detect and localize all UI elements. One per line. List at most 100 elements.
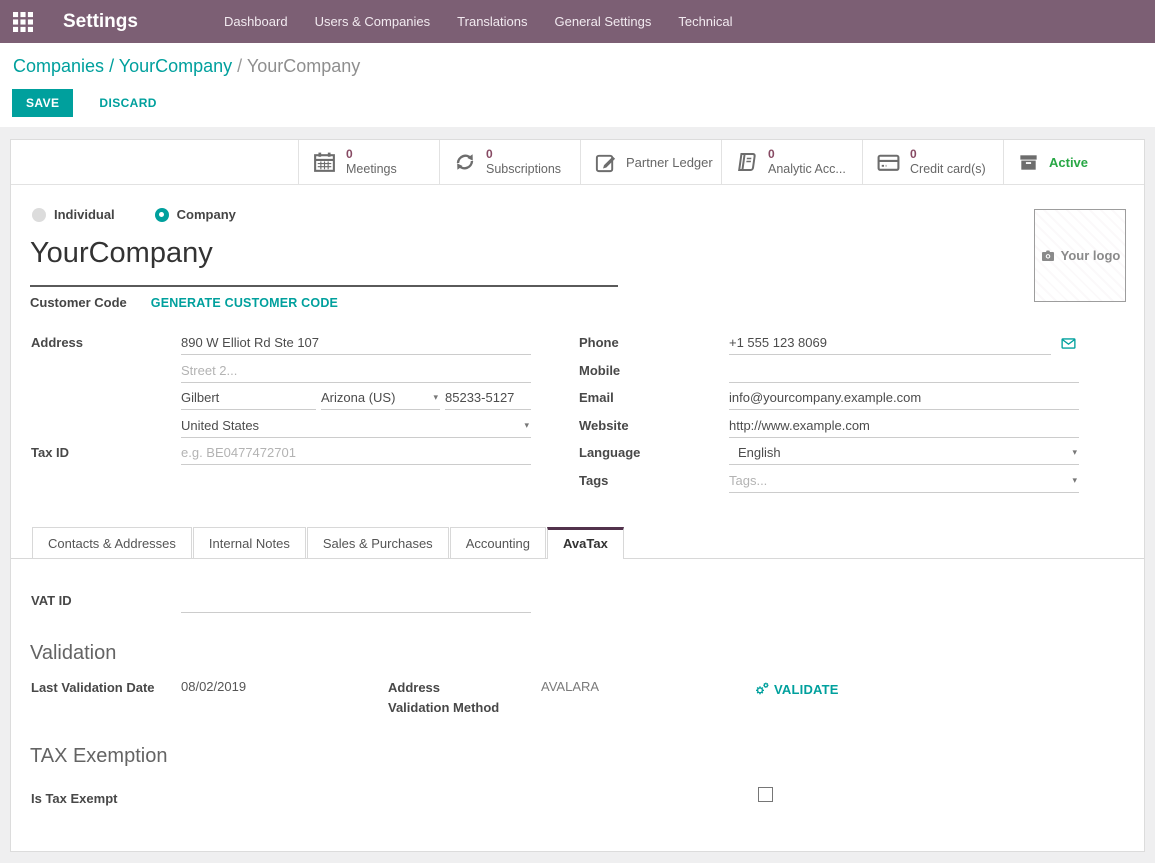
is-tax-exempt-checkbox[interactable] <box>758 787 773 802</box>
country-select[interactable]: United States ▾ <box>181 414 531 438</box>
credit-cards-label: Credit card(s) <box>910 161 986 176</box>
subscriptions-label: Subscriptions <box>486 161 562 176</box>
meetings-count: 0 <box>346 147 353 162</box>
chevron-down-icon: ▾ <box>433 392 438 402</box>
company-type-selector: Individual Company <box>32 207 236 222</box>
address-validation-method-label: Address Validation Method <box>388 680 500 715</box>
tab-avatax[interactable]: AvaTax <box>547 527 624 559</box>
edit-icon <box>595 154 616 172</box>
language-select[interactable]: English ▾ <box>729 441 1079 465</box>
apps-grid-icon[interactable] <box>13 11 35 33</box>
menu-users-companies[interactable]: Users & Companies <box>314 14 431 29</box>
tab-accounting[interactable]: Accounting <box>449 527 547 558</box>
last-validation-date-label: Last Validation Date <box>31 680 155 695</box>
address-column: Address Arizona (US) ▾ <box>31 331 546 469</box>
breadcrumb-companies[interactable]: Companies <box>13 56 105 76</box>
validate-button-label: VALIDATE <box>774 681 839 697</box>
meetings-label: Meetings <box>346 161 397 176</box>
breadcrumb-separator: / <box>237 56 247 76</box>
street2-input[interactable] <box>181 362 531 378</box>
breadcrumb-current: YourCompany <box>246 56 361 76</box>
app-title[interactable]: Settings <box>63 10 138 32</box>
partner-ledger-button[interactable]: Partner Ledger <box>580 140 721 184</box>
radio-unchecked-icon <box>32 207 46 222</box>
menu-translations[interactable]: Translations <box>457 14 528 29</box>
menu-technical[interactable]: Technical <box>678 14 733 29</box>
top-menu: Dashboard Users & Companies Translations… <box>224 14 733 29</box>
is-tax-exempt-label: Is Tax Exempt <box>31 791 118 806</box>
breadcrumb: Companies / YourCompany / YourCompany <box>13 56 360 77</box>
company-radio[interactable]: Company <box>154 207 236 222</box>
tab-contacts-addresses[interactable]: Contacts & Addresses <box>32 527 192 558</box>
company-name-input[interactable]: YourCompany <box>30 237 213 269</box>
generate-customer-code-button[interactable]: GENERATE CUSTOMER CODE <box>150 296 339 310</box>
chevron-down-icon: ▾ <box>1072 447 1077 457</box>
tab-sales-purchases[interactable]: Sales & Purchases <box>306 527 449 558</box>
company-logo-upload[interactable]: Your logo <box>1034 209 1126 302</box>
phone-label: Phone <box>579 335 619 350</box>
company-radio-label: Company <box>176 207 236 222</box>
analytic-accounts-label: Analytic Acc... <box>768 161 846 176</box>
name-underline <box>30 285 618 287</box>
discard-button[interactable]: DISCARD <box>99 96 157 110</box>
email-label: Email <box>579 390 614 405</box>
credit-cards-count: 0 <box>910 147 917 162</box>
chevron-down-icon: ▾ <box>1072 474 1077 485</box>
refresh-icon <box>456 154 474 170</box>
credit-card-icon <box>877 154 900 171</box>
menu-general-settings[interactable]: General Settings <box>554 14 652 29</box>
sms-envelope-icon[interactable] <box>1060 335 1077 352</box>
address-label: Address <box>31 335 84 350</box>
stat-button-row: 0 Meetings 0 Subscriptions <box>11 140 1144 185</box>
tax-id-label: Tax ID <box>31 445 70 460</box>
vat-id-input[interactable] <box>181 593 531 608</box>
website-input[interactable] <box>729 417 1079 433</box>
individual-radio-label: Individual <box>54 207 115 222</box>
tags-select[interactable]: Tags... ▾ <box>729 469 1079 493</box>
customer-code-label: Customer Code <box>30 295 127 310</box>
menu-dashboard[interactable]: Dashboard <box>223 14 288 29</box>
zip-input[interactable] <box>445 390 531 405</box>
top-navbar: Settings Dashboard Users & Companies Tra… <box>0 0 1155 43</box>
vat-id-label: VAT ID <box>31 593 72 608</box>
city-input[interactable] <box>181 390 316 405</box>
street-input[interactable] <box>181 335 531 350</box>
active-label: Active <box>1049 154 1089 170</box>
individual-radio[interactable]: Individual <box>32 207 115 222</box>
active-toggle-button[interactable]: Active <box>1003 140 1144 184</box>
tax-exemption-section-heading: TAX Exemption <box>30 745 168 767</box>
subscriptions-count: 0 <box>486 147 493 162</box>
validate-button[interactable]: VALIDATE <box>754 678 839 697</box>
logo-placeholder-label: Your logo <box>1060 248 1121 263</box>
state-value: Arizona (US) <box>321 390 396 405</box>
tax-id-input[interactable] <box>181 445 531 460</box>
save-button[interactable]: SAVE <box>12 89 74 117</box>
analytic-accounts-stat-button[interactable]: 0 Analytic Acc... <box>721 140 862 184</box>
form-action-buttons: SAVE DISCARD <box>12 89 157 117</box>
analytic-accounts-count: 0 <box>768 147 775 162</box>
validation-section-heading: Validation <box>30 642 117 664</box>
country-value: United States <box>181 417 260 433</box>
state-select[interactable]: Arizona (US) ▾ <box>321 386 440 410</box>
breadcrumb-separator: / <box>109 56 119 76</box>
contact-column: Phone Mobile Email <box>579 331 1094 496</box>
meetings-stat-button[interactable]: 0 Meetings <box>298 140 439 184</box>
vat-id-row: VAT ID <box>31 589 531 613</box>
chevron-down-icon: ▾ <box>524 419 529 430</box>
is-tax-exempt-row: Is Tax Exempt <box>31 787 1126 808</box>
credit-cards-stat-button[interactable]: 0 Credit card(s) <box>862 140 1003 184</box>
book-icon <box>738 153 756 171</box>
breadcrumb-yourcompany[interactable]: YourCompany <box>118 56 233 76</box>
mobile-label: Mobile <box>579 362 621 378</box>
phone-input[interactable] <box>729 335 1051 350</box>
mobile-input[interactable] <box>729 362 1079 378</box>
email-input[interactable] <box>729 390 1079 405</box>
notebook-tabs: Contacts & Addresses Internal Notes Sale… <box>11 527 1144 559</box>
subscriptions-stat-button[interactable]: 0 Subscriptions <box>439 140 580 184</box>
control-panel: Companies / YourCompany / YourCompany SA… <box>0 43 1155 127</box>
last-validation-date-value: 08/02/2019 <box>181 679 247 694</box>
tab-internal-notes[interactable]: Internal Notes <box>192 527 306 558</box>
cogs-icon <box>756 682 769 695</box>
validation-row: Last Validation Date 08/02/2019 Address … <box>31 678 839 717</box>
